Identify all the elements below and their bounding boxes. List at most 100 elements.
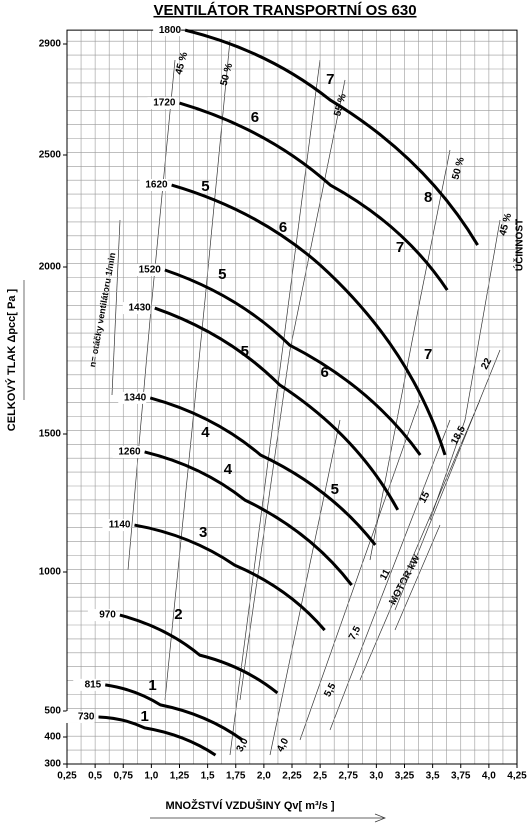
speed-label-bg: [73, 678, 102, 691]
x-tick-label: 0,75: [114, 771, 134, 782]
speed-label: 1800: [159, 25, 182, 36]
fan-curve: [144, 450, 353, 586]
speed-label-bg: [139, 179, 168, 192]
speed-label-bg: [122, 302, 151, 315]
speed-label: 970: [99, 610, 116, 621]
x-tick-label: 0,5: [88, 771, 102, 782]
speed-label-bg: [112, 445, 141, 458]
efficiency-line: [369, 149, 451, 561]
y-tick-label: 1500: [39, 429, 62, 440]
curve-number: 3: [199, 524, 207, 541]
x-tick-label: 3,75: [451, 771, 471, 782]
auxiliary-lines: [127, 39, 501, 756]
curve-number: 4: [201, 424, 210, 441]
fan-curve: [154, 306, 400, 511]
x-tick-label: 4,0: [482, 771, 496, 782]
fan-curve: [179, 101, 449, 291]
x-tick-label: 1,25: [170, 771, 190, 782]
x-tick-label: 3,25: [395, 771, 415, 782]
fan-curve: [184, 28, 479, 246]
speed-label-bg: [153, 24, 182, 37]
speed-label: 1720: [153, 98, 176, 109]
y-tick-label: 500: [44, 706, 61, 717]
motor-line: [329, 419, 451, 731]
x-tick-label: 1,0: [144, 771, 158, 782]
y-tick-label: 2500: [39, 150, 62, 161]
efficiency-label: 50 %: [450, 156, 467, 181]
curve-number: 5: [331, 481, 339, 498]
curve-number: 5: [201, 178, 209, 195]
x-tick-label: 3,5: [426, 771, 440, 782]
x-tick-label: 2,75: [339, 771, 359, 782]
y-tick-label: 300: [44, 759, 61, 770]
curve-number: 7: [424, 346, 432, 363]
curve-number: 2: [174, 606, 182, 623]
y-tick-label: 400: [44, 732, 61, 743]
motor-label: 11: [378, 567, 393, 582]
speed-label: 730: [78, 712, 95, 723]
speed-label-bg: [118, 391, 147, 404]
x-tick-label: 0,25: [57, 771, 77, 782]
fan-curve: [98, 715, 217, 757]
y-tick-label: 2000: [39, 262, 62, 273]
motor-label: 5,5: [322, 681, 338, 699]
efficiency-line: [127, 59, 176, 571]
speed-label: 1140: [109, 520, 131, 531]
motor-label: 22: [479, 356, 494, 371]
y-tick-label: 2900: [39, 39, 62, 50]
x-tick-label: 3,0: [369, 771, 383, 782]
motor-line: [394, 349, 501, 611]
speed-label: 815: [85, 680, 102, 691]
curve-number: 8: [424, 189, 432, 206]
x-tick-label: 1,75: [226, 771, 246, 782]
fan-curve: [171, 183, 447, 456]
efficiency-label: 50 %: [219, 62, 236, 87]
curve-number: 5: [241, 343, 249, 360]
curve-number: 5: [218, 266, 226, 283]
speed-label: 1620: [145, 180, 168, 191]
y-axis-label: CELKOVÝ TLAK Δpcc[ Pa ]: [5, 288, 18, 431]
motor-label: 4,0: [275, 736, 291, 754]
y-tick-label: 1000: [39, 567, 62, 578]
x-tick-label: 4,25: [507, 771, 527, 782]
speed-label-bg: [147, 97, 176, 110]
x-tick-label: 2,25: [282, 771, 302, 782]
fan-curve: [164, 268, 422, 456]
x-tick-label: 2,5: [313, 771, 327, 782]
chart-title: VENTILÁTOR TRANSPORTNÍ OS 630: [153, 2, 416, 19]
speed-label-bg: [132, 264, 161, 277]
x-axis-label: MNOŽSTVÍ VZDUŠINY Qv[ m³/s ]: [165, 799, 334, 812]
curve-number: 7: [396, 239, 404, 256]
speed-label: 1520: [139, 265, 162, 276]
x-tick-label: 2,0: [257, 771, 271, 782]
fan-curve: [134, 523, 326, 632]
curve-number: 6: [251, 109, 259, 126]
speed-label: 1260: [118, 447, 141, 458]
speed-note: n= otáčky ventilátoru 1/min: [87, 252, 117, 368]
fan-curve: [105, 683, 244, 742]
motor-line: [269, 419, 341, 756]
efficiency-line: [429, 219, 501, 521]
speed-label: 1340: [124, 393, 147, 404]
curve-number: 1: [140, 708, 148, 725]
motor-label: 15: [417, 490, 432, 505]
speed-label-bg: [87, 609, 116, 622]
efficiency-label: 45 %: [498, 212, 515, 237]
motor-label: 3,0: [235, 736, 251, 754]
motor-title: MOTOR kW: [387, 553, 423, 607]
speed-label: 1430: [129, 303, 152, 314]
motor-label: 7,5: [347, 624, 363, 642]
efficiency-label: 45 %: [174, 51, 191, 76]
curve-number: 1: [148, 677, 156, 694]
efficiency-title: ÚČINNOST: [513, 219, 526, 271]
motor-line: [359, 399, 481, 681]
x-tick-label: 1,5: [201, 771, 215, 782]
fan-curve: [119, 613, 279, 695]
curve-number: 6: [279, 219, 287, 236]
efficiency-label: 55 %: [332, 93, 349, 118]
x-arrow-head: [374, 813, 386, 823]
curve-number: 4: [224, 461, 233, 478]
curve-number: 6: [320, 364, 328, 381]
speed-arrow: [111, 219, 121, 396]
